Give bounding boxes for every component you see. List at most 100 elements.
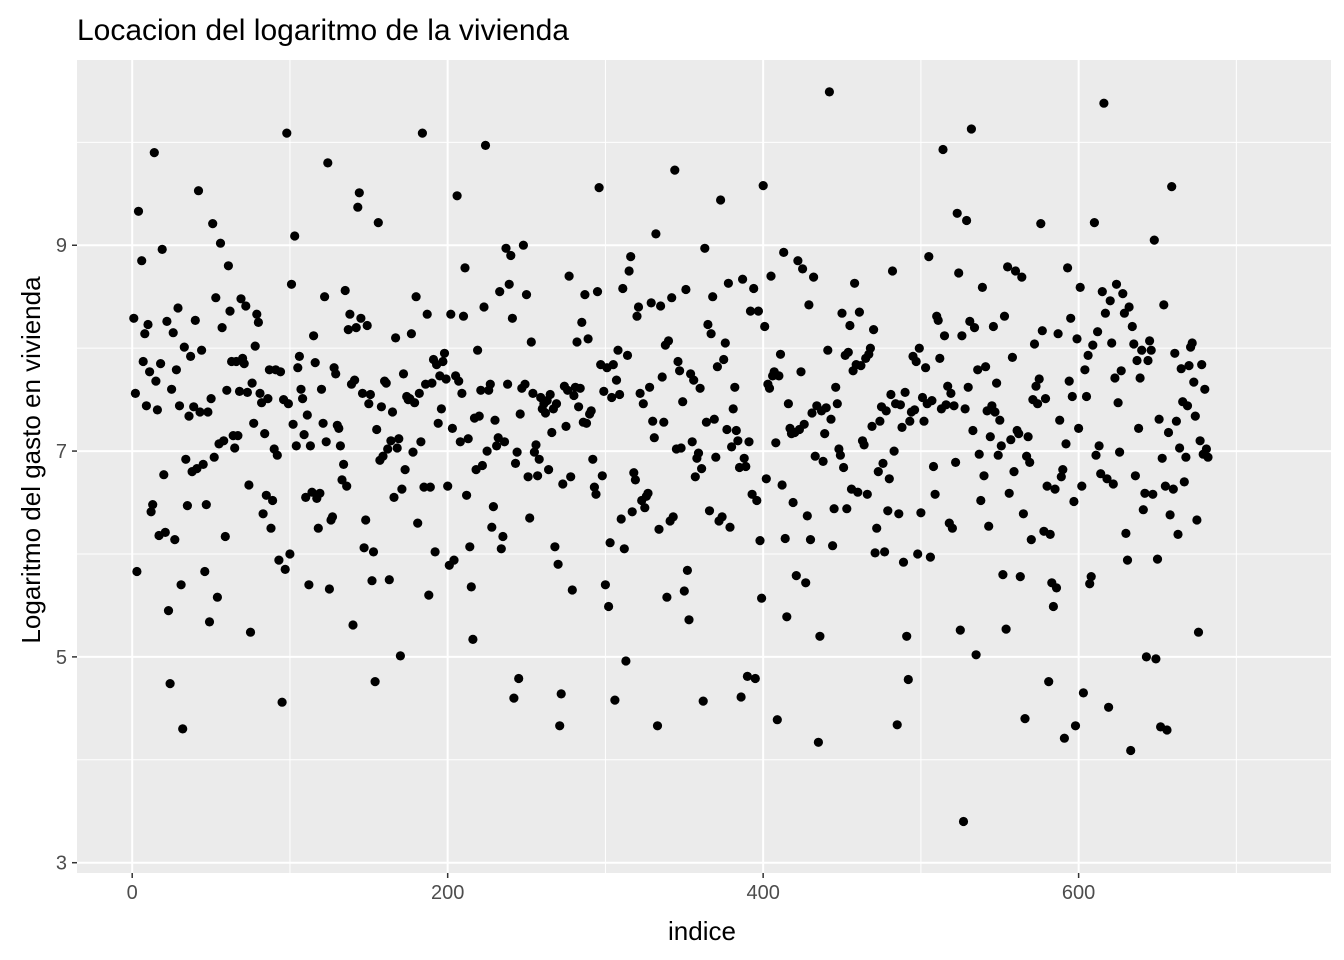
data-point <box>801 578 811 588</box>
data-point <box>1200 384 1210 394</box>
data-point <box>663 336 674 346</box>
data-point <box>780 533 790 544</box>
data-point <box>551 399 562 409</box>
data-point <box>723 278 734 288</box>
data-point <box>209 452 219 462</box>
data-point <box>1048 601 1058 612</box>
data-point <box>370 677 380 687</box>
data-point <box>241 301 251 311</box>
data-point <box>148 500 158 510</box>
data-point <box>998 570 1008 580</box>
data-point <box>129 313 139 323</box>
data-point <box>903 674 913 685</box>
data-point <box>935 353 945 363</box>
data-point <box>392 443 402 453</box>
data-point <box>700 243 710 253</box>
data-point <box>960 404 970 414</box>
data-point <box>939 331 950 341</box>
data-point <box>611 375 622 385</box>
data-point <box>492 441 502 451</box>
data-point <box>476 385 486 395</box>
data-point <box>662 592 672 602</box>
data-point <box>1017 272 1027 282</box>
data-point <box>1010 266 1021 276</box>
y-tick-label: 5 <box>56 647 67 669</box>
data-point <box>544 465 554 475</box>
data-point <box>133 206 144 216</box>
data-point <box>438 356 448 367</box>
data-point <box>687 437 697 447</box>
data-point <box>1152 554 1163 564</box>
data-point <box>820 429 830 439</box>
data-point <box>416 437 426 447</box>
data-point <box>173 303 183 313</box>
data-point <box>757 593 767 603</box>
data-point <box>427 378 437 388</box>
data-point <box>717 512 727 522</box>
data-point <box>521 290 532 300</box>
data-point <box>581 418 592 428</box>
data-point <box>900 387 910 397</box>
data-point <box>184 411 194 421</box>
data-point <box>567 585 577 595</box>
data-point <box>160 527 170 538</box>
data-point <box>252 309 262 319</box>
data-point <box>189 402 199 412</box>
data-point <box>826 414 836 424</box>
data-point <box>823 345 833 355</box>
data-point <box>1045 529 1055 540</box>
data-point <box>1113 398 1123 408</box>
data-point <box>695 383 705 393</box>
data-point <box>410 398 420 408</box>
data-point <box>627 507 637 517</box>
data-point <box>186 351 196 361</box>
data-point <box>613 345 623 355</box>
data-point <box>693 448 704 458</box>
data-point <box>372 424 382 435</box>
data-point <box>361 515 371 525</box>
data-point <box>1182 401 1193 411</box>
data-point <box>622 350 633 360</box>
data-point <box>1146 345 1156 355</box>
data-point <box>725 522 735 532</box>
data-point <box>245 627 256 637</box>
data-point <box>974 449 984 459</box>
data-point <box>514 673 524 684</box>
data-point <box>933 315 943 325</box>
data-point <box>162 316 172 326</box>
data-point <box>411 292 421 302</box>
data-point <box>230 443 240 453</box>
data-point <box>335 441 345 451</box>
data-point <box>533 471 543 481</box>
data-point <box>782 612 792 622</box>
data-point <box>615 389 625 400</box>
data-point <box>1044 677 1054 687</box>
data-point <box>1053 329 1063 339</box>
data-point <box>290 231 300 241</box>
data-point <box>201 500 211 510</box>
data-point <box>804 300 814 310</box>
data-point <box>561 421 571 431</box>
y-axis-title: Logaritmo del gasto en vivienda <box>16 276 46 644</box>
data-point <box>285 549 295 559</box>
data-point <box>485 379 495 389</box>
data-point <box>498 531 508 542</box>
data-point <box>798 264 808 274</box>
data-point <box>168 328 178 338</box>
data-point <box>624 266 634 276</box>
data-point <box>646 298 656 308</box>
data-point <box>387 407 398 417</box>
data-point <box>1055 415 1065 425</box>
data-point <box>1195 436 1205 446</box>
data-point <box>1086 572 1096 582</box>
data-point <box>1001 624 1011 634</box>
data-point <box>887 266 898 276</box>
data-point <box>449 555 459 565</box>
data-point <box>1097 287 1107 297</box>
data-point <box>870 548 880 558</box>
data-point <box>288 419 298 429</box>
data-point <box>253 317 263 327</box>
data-point <box>350 375 360 385</box>
data-point <box>1066 313 1076 323</box>
data-point <box>921 363 931 373</box>
